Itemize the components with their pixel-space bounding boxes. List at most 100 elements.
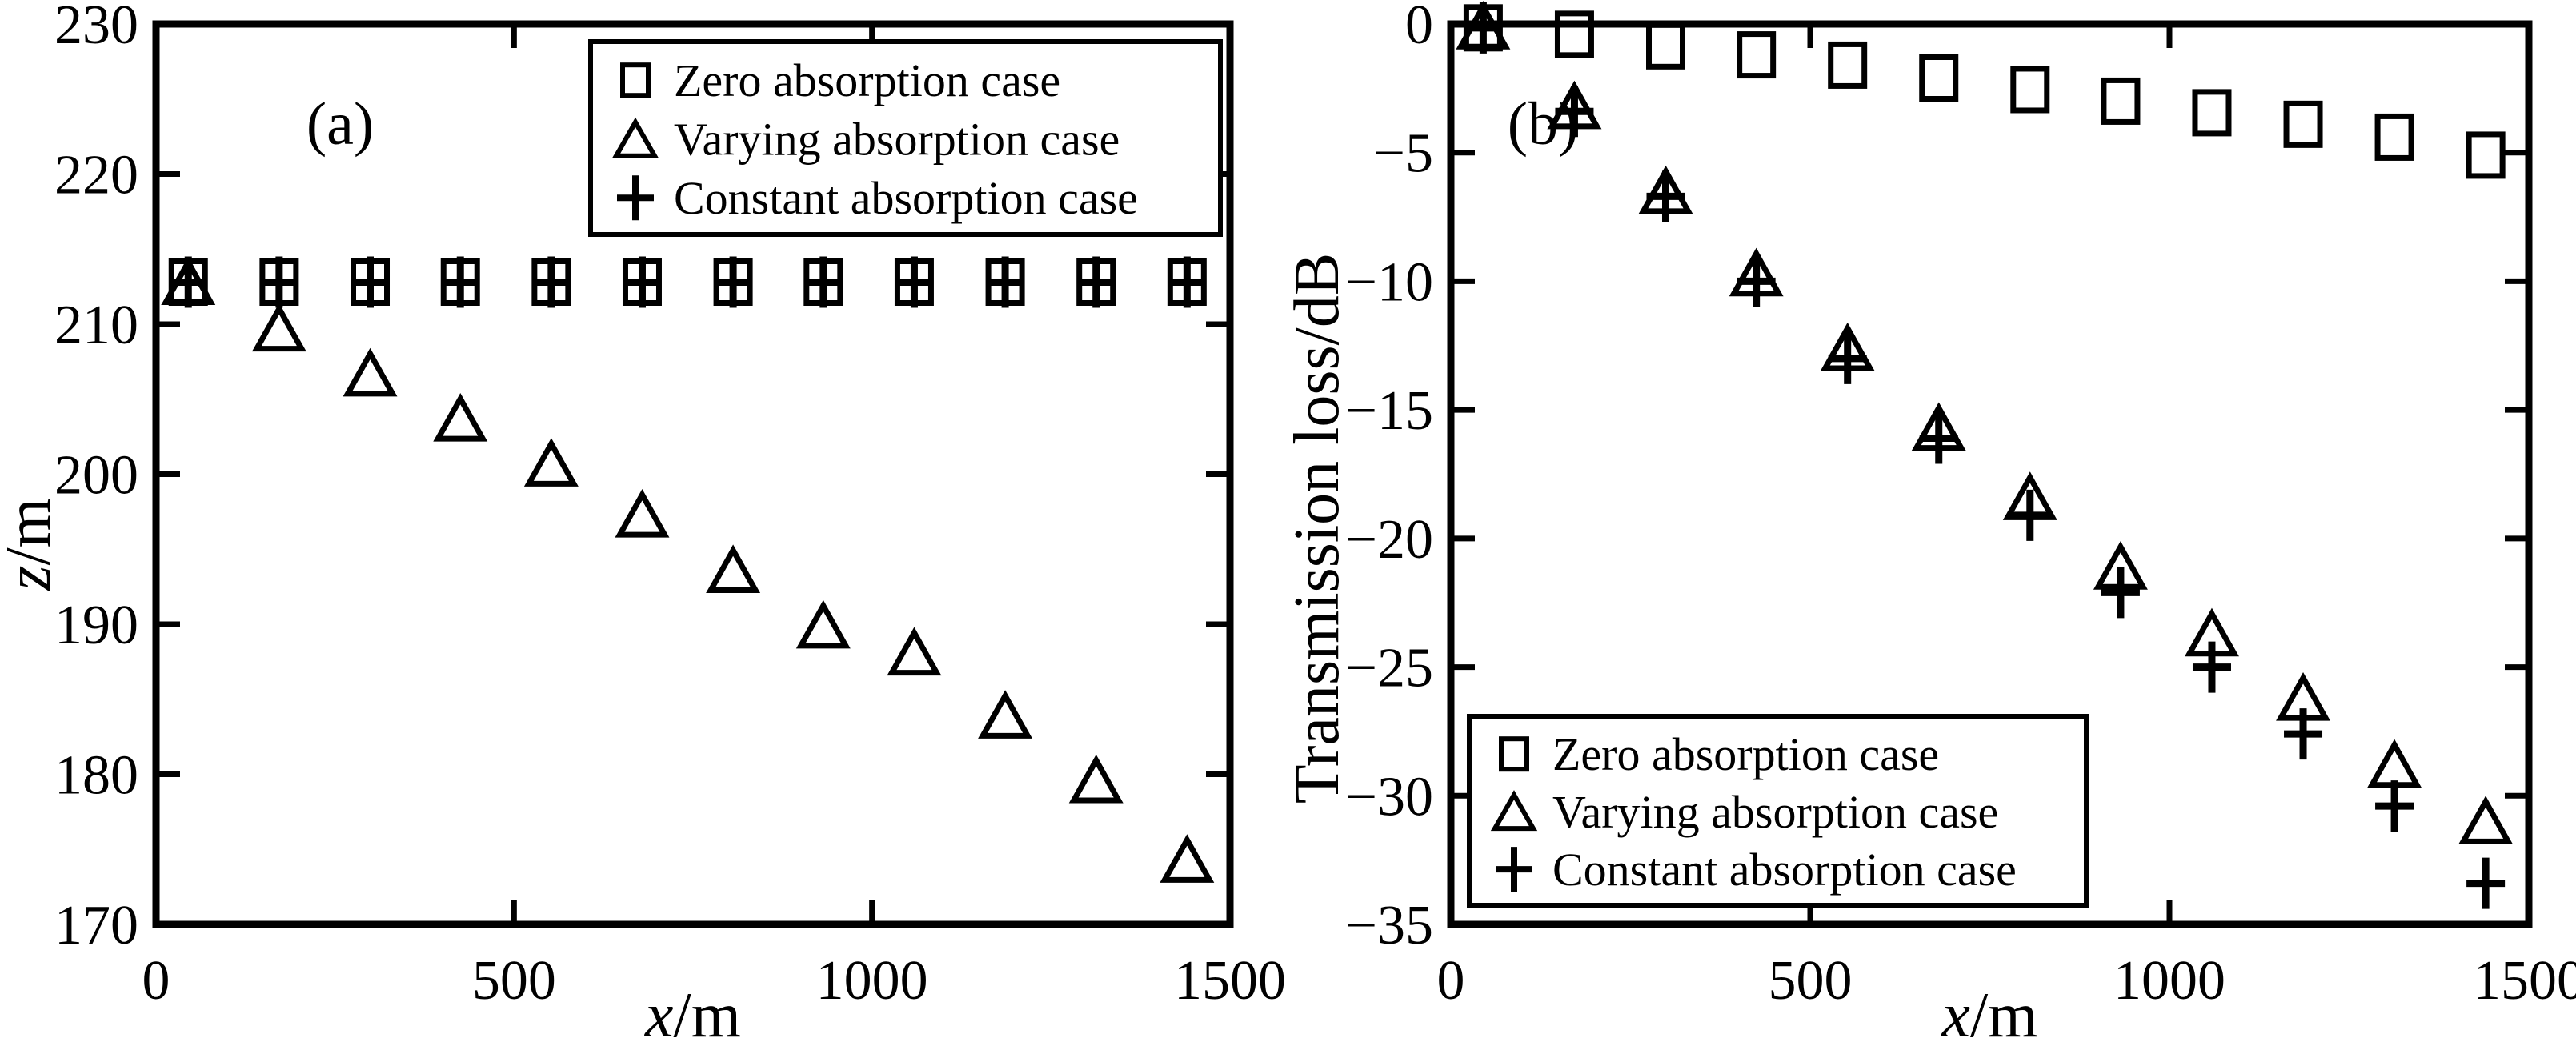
triangle-marker-icon xyxy=(1160,834,1215,883)
x-tick-label: 1500 xyxy=(2473,950,2576,1012)
triangle-marker-icon xyxy=(343,347,398,397)
y-tick-label: 220 xyxy=(54,145,138,206)
y-axis-label: z/m xyxy=(0,498,64,591)
y-tick-label: −20 xyxy=(1346,509,1433,571)
legend: Zero absorption case Varying absorption c… xyxy=(588,39,1223,237)
y-tick-label: 230 xyxy=(54,0,138,56)
square-marker-icon xyxy=(1646,22,1686,70)
x-axis-label: x/m xyxy=(644,980,741,1042)
series-plus xyxy=(169,256,1207,308)
square-marker-icon xyxy=(1554,10,1594,58)
triangle-marker-icon xyxy=(523,438,579,487)
y-axis-label: Transmission loss/dB xyxy=(1282,253,1352,804)
square-marker-icon xyxy=(2466,131,2506,179)
legend-item: Zero absorption case xyxy=(1499,728,1939,780)
plus-marker-icon xyxy=(169,256,208,308)
panel-a: 0 500 1000 1500 230 220 210 200 190 180 170 x/m z/m (… xyxy=(0,0,1286,1042)
y-tick-label: 210 xyxy=(54,295,138,356)
y-tick-label: 200 xyxy=(54,445,138,507)
plus-marker-icon xyxy=(1168,256,1207,308)
y-tick-label: −25 xyxy=(1346,638,1433,699)
series-triangle xyxy=(161,256,1215,883)
plus-marker-icon xyxy=(2192,641,2231,693)
plot-box xyxy=(152,20,1234,928)
series-plus xyxy=(1464,2,2506,909)
plus-marker-icon xyxy=(1496,847,1532,892)
plus-marker-icon xyxy=(2010,489,2049,541)
y-tick-label: 180 xyxy=(54,745,138,807)
legend-item: Varying absorption case xyxy=(611,114,1120,166)
y-tick-label: −10 xyxy=(1346,251,1433,313)
y-tick-label: −5 xyxy=(1374,123,1433,185)
y-tick-label: 190 xyxy=(54,595,138,656)
plus-marker-icon xyxy=(2375,780,2414,832)
square-marker-icon xyxy=(2283,100,2323,148)
plus-marker-icon xyxy=(259,256,298,308)
legend-item-label: Varying absorption case xyxy=(674,114,1120,166)
legend-item-label: Constant absorption case xyxy=(1552,844,2017,896)
legend: Zero absorption case Varying absorption c… xyxy=(1467,714,2089,908)
x-tick-label: 1000 xyxy=(2113,950,2225,1012)
legend-item-label: Zero absorption case xyxy=(1552,728,1939,780)
triangle-marker-icon xyxy=(251,303,306,352)
legend-item-label: Zero absorption case xyxy=(674,54,1060,106)
x-tick-label: 0 xyxy=(142,950,170,1012)
plus-marker-icon xyxy=(623,256,662,308)
series-square xyxy=(1463,4,2506,179)
y-tick-label: −35 xyxy=(1346,895,1433,956)
plus-marker-icon xyxy=(895,256,934,308)
triangle-marker-icon xyxy=(978,690,1033,739)
plus-marker-icon xyxy=(1555,86,1594,138)
triangle-marker-icon xyxy=(887,627,942,676)
square-marker-icon xyxy=(2374,113,2414,161)
legend-item-label: Constant absorption case xyxy=(674,172,1138,224)
plus-marker-icon xyxy=(2466,857,2506,909)
square-marker-icon xyxy=(1919,54,1959,102)
x-tick-label: 500 xyxy=(1769,950,1853,1012)
plus-marker-icon xyxy=(714,256,753,308)
square-marker-icon xyxy=(1737,31,1777,79)
y-tick-label: −15 xyxy=(1346,380,1433,442)
y-tick-label: 170 xyxy=(54,895,138,956)
plus-marker-icon xyxy=(2284,708,2323,760)
panel-label: (a) xyxy=(306,90,374,158)
triangle-marker-icon xyxy=(2458,796,2514,844)
square-marker-icon xyxy=(2192,89,2232,137)
plus-marker-icon xyxy=(986,256,1025,308)
square-marker-icon xyxy=(620,62,651,98)
legend-box xyxy=(1467,714,2089,908)
triangle-marker-icon xyxy=(1068,754,1124,804)
square-marker-icon xyxy=(2101,77,2141,125)
plus-marker-icon xyxy=(1076,256,1116,308)
triangle-marker-icon xyxy=(795,599,851,649)
square-marker-icon xyxy=(2010,66,2050,114)
x-tick-label: 500 xyxy=(472,950,556,1012)
triangle-marker-icon xyxy=(706,544,761,593)
square-marker-icon xyxy=(1499,736,1529,772)
triangle-marker-icon xyxy=(615,488,670,538)
legend-item: Zero absorption case xyxy=(620,54,1060,106)
plus-marker-icon xyxy=(1646,170,1685,222)
triangle-marker-icon xyxy=(2367,739,2422,788)
series-square xyxy=(168,258,1207,306)
panel-b: 0 500 1000 1500 0 −5 −10 −15 −20 −25 −30 −35 x/m Tran… xyxy=(1282,0,2576,1042)
plus-marker-icon xyxy=(1737,255,1776,307)
plus-marker-icon xyxy=(351,256,390,308)
legend-item-label: Varying absorption case xyxy=(1552,786,1998,838)
x-axis-label: x/m xyxy=(1941,980,2038,1042)
triangle-marker-icon xyxy=(433,392,488,442)
plus-marker-icon xyxy=(1919,412,1958,464)
legend-item: Constant absorption case xyxy=(1496,844,2017,896)
plus-marker-icon xyxy=(1464,2,1503,54)
legend-item: Constant absorption case xyxy=(617,172,1138,224)
triangle-marker-icon xyxy=(611,117,659,158)
plus-marker-icon xyxy=(1828,332,1867,384)
plus-marker-icon xyxy=(617,175,654,221)
x-tick-label: 1500 xyxy=(1174,950,1286,1012)
square-marker-icon xyxy=(1828,41,1868,89)
x-tick-label: 0 xyxy=(1437,950,1465,1012)
legend-item: Varying absorption case xyxy=(1490,786,1998,838)
plus-marker-icon xyxy=(441,256,480,308)
